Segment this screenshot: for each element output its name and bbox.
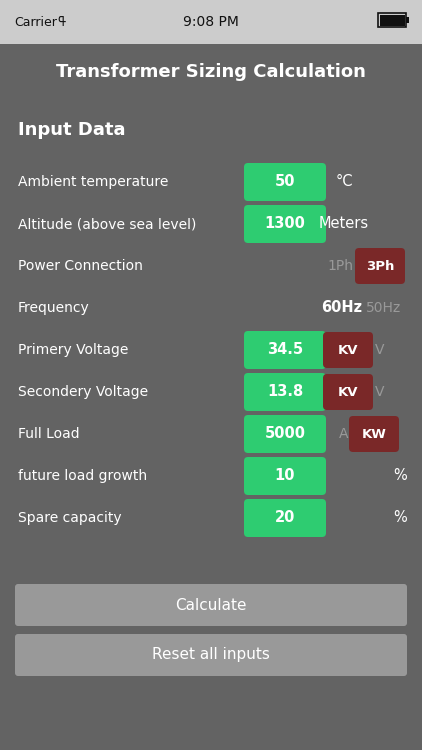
Text: %: %	[393, 469, 407, 484]
Text: Ambient temperature: Ambient temperature	[18, 175, 168, 189]
Text: 50: 50	[275, 175, 295, 190]
Text: V: V	[375, 343, 385, 357]
Text: 50Hz: 50Hz	[366, 301, 402, 315]
Text: 10: 10	[275, 469, 295, 484]
Text: 9:08 PM: 9:08 PM	[183, 15, 239, 29]
Text: Secondery Voltage: Secondery Voltage	[18, 385, 148, 399]
Text: 1Ph: 1Ph	[327, 259, 353, 273]
FancyBboxPatch shape	[244, 205, 326, 243]
Text: KV: KV	[338, 386, 358, 398]
FancyBboxPatch shape	[244, 163, 326, 201]
FancyBboxPatch shape	[355, 248, 405, 284]
Text: KW: KW	[362, 427, 387, 440]
FancyBboxPatch shape	[323, 332, 373, 368]
Text: Frequency: Frequency	[18, 301, 90, 315]
Text: 13.8: 13.8	[267, 385, 303, 400]
Text: Altitude (above sea level): Altitude (above sea level)	[18, 217, 196, 231]
Bar	[379, 14, 405, 26]
Text: 3Ph: 3Ph	[366, 260, 394, 272]
Text: 60Hz: 60Hz	[322, 301, 362, 316]
Text: Calculate: Calculate	[175, 598, 247, 613]
Text: 1300: 1300	[265, 217, 306, 232]
Text: future load growth: future load growth	[18, 469, 147, 483]
FancyBboxPatch shape	[244, 457, 326, 495]
Text: 5000: 5000	[265, 427, 306, 442]
FancyBboxPatch shape	[244, 415, 326, 453]
Text: 20: 20	[275, 511, 295, 526]
Text: Full Load: Full Load	[18, 427, 80, 441]
Text: Reset all inputs: Reset all inputs	[152, 647, 270, 662]
Text: %: %	[393, 511, 407, 526]
FancyBboxPatch shape	[244, 373, 326, 411]
Text: Transformer Sizing Calculation: Transformer Sizing Calculation	[56, 63, 366, 81]
Text: V: V	[375, 385, 385, 399]
Text: Spare capacity: Spare capacity	[18, 511, 122, 525]
Text: Meters: Meters	[319, 217, 369, 232]
Text: °C: °C	[335, 175, 353, 190]
Bar	[406, 17, 408, 23]
FancyBboxPatch shape	[244, 499, 326, 537]
Text: Carrier: Carrier	[14, 16, 57, 28]
Bar	[0, 0, 422, 44]
Text: Input Data: Input Data	[18, 121, 125, 139]
FancyBboxPatch shape	[323, 374, 373, 410]
Text: Primery Voltage: Primery Voltage	[18, 343, 128, 357]
Text: Power Connection: Power Connection	[18, 259, 143, 273]
FancyBboxPatch shape	[244, 331, 326, 369]
FancyBboxPatch shape	[349, 416, 399, 452]
Text: KV: KV	[338, 344, 358, 356]
Text: A: A	[339, 427, 349, 441]
Text: 34.5: 34.5	[267, 343, 303, 358]
FancyBboxPatch shape	[15, 634, 407, 676]
Text: ߟ: ߟ	[57, 16, 67, 28]
FancyBboxPatch shape	[15, 584, 407, 626]
